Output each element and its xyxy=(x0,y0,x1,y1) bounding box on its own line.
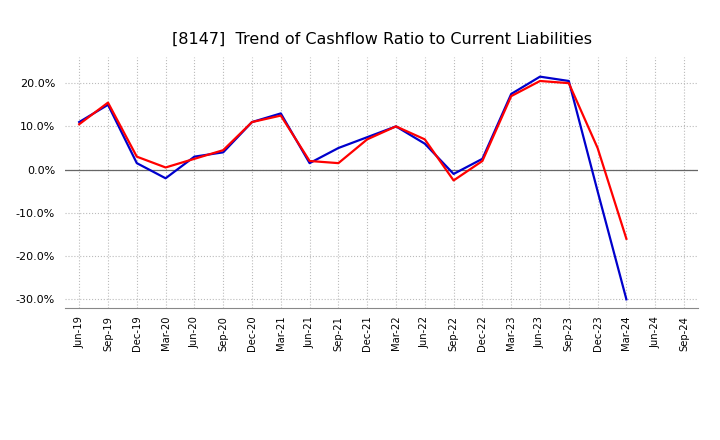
Free CF to Current Liabilities xyxy=(276,111,285,116)
Operating CF to Current Liabilities xyxy=(507,93,516,99)
Operating CF to Current Liabilities xyxy=(334,161,343,166)
Free CF to Current Liabilities xyxy=(334,145,343,150)
Free CF to Current Liabilities xyxy=(507,92,516,97)
Free CF to Current Liabilities xyxy=(161,176,170,181)
Operating CF to Current Liabilities xyxy=(219,147,228,153)
Operating CF to Current Liabilities xyxy=(305,158,314,164)
Free CF to Current Liabilities xyxy=(593,189,602,194)
Line: Free CF to Current Liabilities: Free CF to Current Liabilities xyxy=(79,77,626,299)
Free CF to Current Liabilities xyxy=(449,171,458,176)
Free CF to Current Liabilities xyxy=(392,124,400,129)
Operating CF to Current Liabilities xyxy=(449,178,458,183)
Operating CF to Current Liabilities xyxy=(536,78,544,84)
Operating CF to Current Liabilities xyxy=(104,100,112,105)
Free CF to Current Liabilities xyxy=(104,102,112,107)
Free CF to Current Liabilities xyxy=(305,161,314,166)
Free CF to Current Liabilities xyxy=(219,150,228,155)
Operating CF to Current Liabilities xyxy=(248,119,256,125)
Operating CF to Current Liabilities xyxy=(478,158,487,164)
Free CF to Current Liabilities xyxy=(420,141,429,147)
Free CF to Current Liabilities xyxy=(248,119,256,125)
Free CF to Current Liabilities xyxy=(478,156,487,161)
Operating CF to Current Liabilities xyxy=(276,113,285,118)
Free CF to Current Liabilities xyxy=(75,119,84,125)
Operating CF to Current Liabilities xyxy=(363,137,372,142)
Operating CF to Current Liabilities xyxy=(392,124,400,129)
Free CF to Current Liabilities xyxy=(622,297,631,302)
Free CF to Current Liabilities xyxy=(132,161,141,166)
Title: [8147]  Trend of Cashflow Ratio to Current Liabilities: [8147] Trend of Cashflow Ratio to Curren… xyxy=(171,31,592,46)
Operating CF to Current Liabilities xyxy=(132,154,141,159)
Operating CF to Current Liabilities xyxy=(161,165,170,170)
Operating CF to Current Liabilities xyxy=(622,236,631,242)
Operating CF to Current Liabilities xyxy=(420,137,429,142)
Operating CF to Current Liabilities xyxy=(564,81,573,86)
Free CF to Current Liabilities xyxy=(564,78,573,84)
Free CF to Current Liabilities xyxy=(190,154,199,159)
Free CF to Current Liabilities xyxy=(363,135,372,140)
Operating CF to Current Liabilities xyxy=(593,145,602,150)
Line: Operating CF to Current Liabilities: Operating CF to Current Liabilities xyxy=(79,81,626,239)
Operating CF to Current Liabilities xyxy=(190,156,199,161)
Free CF to Current Liabilities xyxy=(536,74,544,79)
Operating CF to Current Liabilities xyxy=(75,121,84,127)
